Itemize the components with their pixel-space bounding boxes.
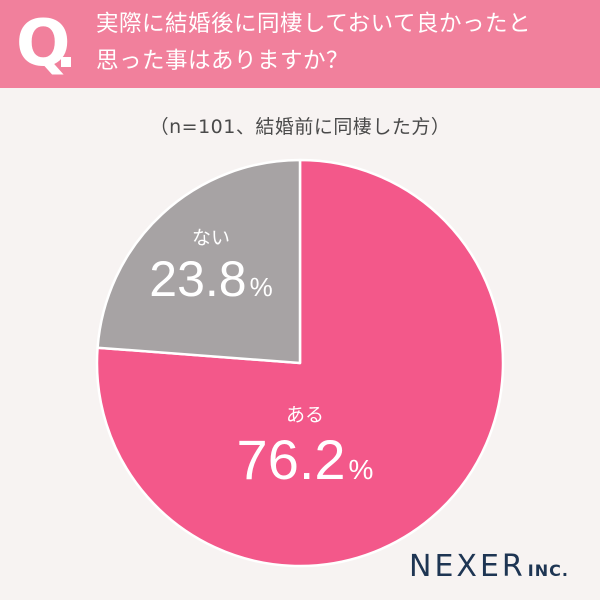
question-text: 実際に結婚後に同棲しておいて良かったと 思った事はありますか？: [96, 6, 586, 80]
slice-name-aru: ある: [285, 404, 324, 426]
nexer-logo: NEXER INC.: [409, 549, 569, 584]
header-banner: Q 実際に結婚後に同棲しておいて良かったと 思った事はありますか？: [0, 0, 600, 88]
logo-main: NEXER: [409, 549, 526, 584]
slice-value-nai: 23.8%: [136, 250, 286, 308]
slice-name-nai: ない: [191, 227, 230, 249]
question-line-2: 思った事はありますか？: [96, 48, 350, 74]
slice-label-aru: ある 76.2%: [230, 403, 380, 492]
slice-percent-nai: 23.8: [149, 251, 247, 307]
logo-sub: INC.: [527, 561, 569, 580]
q-dot: [61, 57, 71, 67]
slice-percent-aru: 76.2: [236, 428, 346, 491]
slice-label-nai: ない 23.8%: [136, 226, 286, 308]
sample-note: （n=101、結婚前に同棲した方）: [149, 116, 451, 138]
question-line-1: 実際に結婚後に同棲しておいて良かったと: [96, 11, 531, 37]
slice-nai: [96, 158, 302, 365]
percent-sign-aru: %: [348, 454, 374, 485]
q-mark: Q: [16, 7, 71, 81]
slice-value-aru: 76.2%: [230, 427, 380, 492]
percent-sign-nai: %: [249, 272, 273, 302]
